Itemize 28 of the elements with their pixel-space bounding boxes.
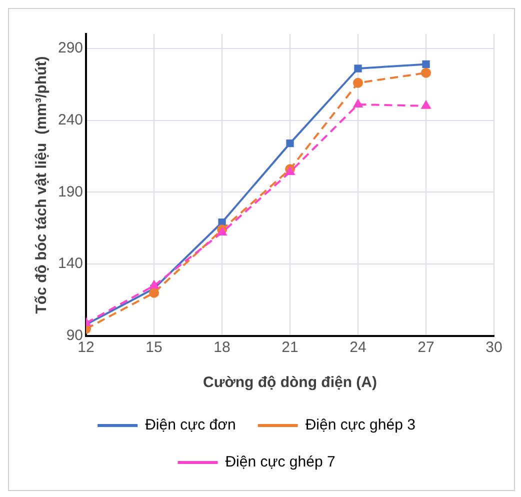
x-tick-label: 18 — [214, 339, 230, 356]
y-tick-label: 190 — [58, 183, 84, 200]
point — [422, 60, 430, 68]
y-axis-title: Tốc độ bóc tách vật liệu (mm³/phút) — [33, 56, 50, 314]
point — [421, 68, 432, 78]
x-tick-label: 21 — [282, 339, 298, 356]
x-tick-label: 12 — [78, 339, 94, 356]
point — [218, 227, 226, 236]
x-axis-title: Cường độ dòng điện (A) — [203, 374, 378, 392]
point — [354, 64, 362, 72]
point — [218, 218, 226, 226]
legend-label: Điện cực ghép 7 — [225, 454, 336, 471]
point — [353, 78, 364, 88]
point — [150, 280, 158, 289]
point — [286, 167, 294, 176]
x-tick-label: 27 — [418, 339, 434, 356]
legend-label: Điện cực ghép 3 — [305, 416, 416, 434]
x-tick-label: 15 — [146, 339, 162, 356]
x-tick-label: 24 — [350, 339, 366, 356]
point — [354, 99, 362, 108]
point — [422, 100, 430, 109]
y-tick-label: 240 — [58, 111, 84, 128]
x-tick-label: 30 — [486, 339, 502, 356]
legend-label: Điện cực đơn — [145, 416, 236, 434]
point — [149, 288, 160, 298]
point — [286, 139, 294, 148]
y-tick-label: 290 — [58, 40, 84, 57]
y-tick-label: 140 — [58, 255, 84, 272]
